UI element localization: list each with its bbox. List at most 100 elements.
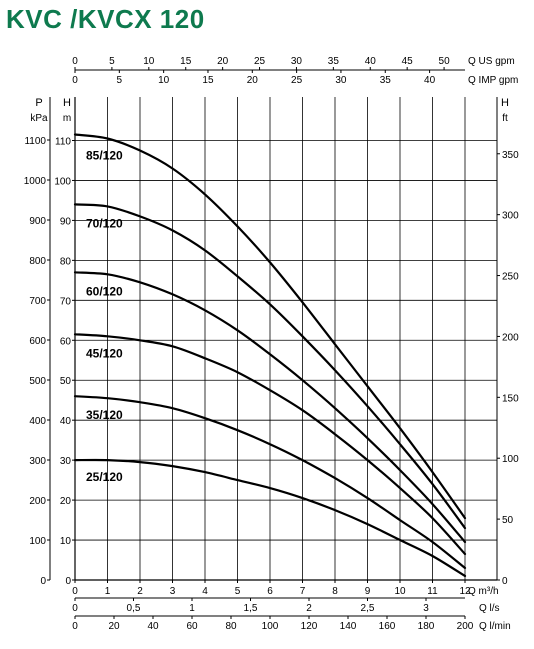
x-tick-label-usgpm: 35 [328,56,340,67]
y-tick-label-ft: 350 [502,150,519,161]
x-tick-label-usgpm: 30 [291,56,303,67]
x-tick-label-usgpm: 10 [143,56,155,67]
y-tick-label-kpa: 500 [29,376,46,387]
x-tick-label-impgpm: 40 [424,75,436,86]
series-label: 45/120 [86,346,123,360]
m-axis-title: H [63,97,71,109]
x-tick-label-usgpm: 40 [365,56,377,67]
x-tick-label-lmin: 160 [379,621,396,632]
y-tick-label-ft: 0 [502,576,508,587]
x-tick-label-ls: 2,5 [361,603,375,614]
x-tick-label-lmin: 200 [457,621,474,632]
x-tick-label-lmin: 0 [72,621,78,632]
x-tick-label-m3h: 0 [72,586,78,597]
y-tick-label-m: 40 [60,416,72,427]
y-tick-label-kpa: 400 [29,416,46,427]
x-tick-label-impgpm: 0 [72,75,78,86]
x-tick-label-m3h: 12 [459,586,471,597]
x-tick-label-usgpm: 25 [254,56,266,67]
page-title: KVC /KVCX 120 [6,4,205,34]
series-label: 35/120 [86,408,123,422]
m-axis-unit: m [63,113,71,124]
y-tick-label-kpa: 600 [29,336,46,347]
y-tick-label-kpa: 700 [29,296,46,307]
x-tick-label-impgpm: 25 [291,75,303,86]
x-axis-title-impgpm: Q IMP gpm [468,75,518,86]
y-tick-label-kpa: 1000 [24,176,47,187]
x-tick-label-usgpm: 45 [402,56,414,67]
x-tick-label-lmin: 20 [108,621,120,632]
pump-curve-line [73,395,467,570]
y-tick-label-kpa: 100 [29,536,46,547]
x-tick-label-lmin: 100 [262,621,279,632]
y-tick-label-kpa: 200 [29,496,46,507]
y-tick-label-m: 70 [60,296,72,307]
x-tick-label-impgpm: 5 [117,75,123,86]
y-tick-label-ft: 50 [502,515,514,526]
y-tick-label-m: 80 [60,256,72,267]
y-tick-label-m: 30 [60,456,72,467]
pump-curve-line [73,271,467,544]
x-tick-label-lmin: 40 [147,621,159,632]
x-tick-label-m3h: 7 [300,586,306,597]
x-tick-label-usgpm: 20 [217,56,229,67]
x-axis-title-ls: Q l/s [479,603,500,614]
x-tick-label-m3h: 3 [170,586,176,597]
x-tick-label-ls: 1 [189,603,195,614]
y-tick-label-m: 10 [60,536,72,547]
x-tick-label-ls: 1,5 [244,603,258,614]
y-tick-label-ft: 150 [502,393,519,404]
y-tick-label-m: 50 [60,376,72,387]
x-tick-label-m3h: 1 [105,586,111,597]
y-tick-label-ft: 250 [502,272,519,283]
series-label: 70/120 [86,216,123,230]
pump-curve-line [73,458,467,578]
x-tick-label-usgpm: 0 [72,56,78,67]
y-tick-label-m: 0 [65,576,71,587]
x-tick-label-lmin: 180 [418,621,435,632]
x-tick-label-impgpm: 35 [380,75,392,86]
x-tick-label-impgpm: 15 [202,75,214,86]
x-tick-label-m3h: 5 [235,586,241,597]
x-tick-label-usgpm: 5 [109,56,115,67]
y-tick-label-m: 110 [55,137,71,148]
y-tick-label-kpa: 800 [29,256,46,267]
y-tick-label-ft: 300 [502,211,519,222]
x-tick-label-m3h: 4 [202,586,208,597]
y-tick-label-m: 60 [60,336,72,347]
kpa-axis-title: P [35,97,42,109]
x-tick-label-ls: 2 [306,603,312,614]
x-axis-title-usgpm: Q US gpm [468,56,515,67]
x-tick-label-lmin: 140 [340,621,357,632]
y-tick-label-ft: 200 [502,332,519,343]
x-axis-title-lmin: Q l/min [479,621,511,632]
x-tick-label-ls: 0,5 [127,603,141,614]
y-tick-label-kpa: 1100 [24,136,46,147]
x-tick-label-usgpm: 15 [180,56,192,67]
x-tick-label-impgpm: 10 [158,75,170,86]
ft-axis-title: H [501,97,509,109]
x-axis-title-m3h: Q m³/h [468,586,499,597]
x-tick-label-impgpm: 20 [247,75,259,86]
x-tick-label-ls: 3 [423,603,429,614]
series-label: 60/120 [86,284,123,298]
x-tick-label-m3h: 6 [267,586,273,597]
x-tick-label-lmin: 60 [186,621,198,632]
x-tick-label-lmin: 120 [301,621,318,632]
x-tick-label-lmin: 80 [225,621,237,632]
y-tick-label-m: 100 [54,176,71,187]
x-tick-label-m3h: 10 [394,586,406,597]
pump-curve-line [73,333,467,556]
pump-curve-line [73,203,467,530]
x-tick-label-impgpm: 30 [335,75,347,86]
series-label: 25/120 [86,470,123,484]
x-tick-label-usgpm: 50 [439,56,451,67]
y-tick-label-kpa: 900 [29,216,46,227]
x-tick-label-m3h: 11 [427,586,438,597]
pump-curve-line [73,133,467,520]
y-tick-label-m: 20 [60,496,72,507]
y-tick-label-ft: 100 [502,454,519,465]
x-tick-label-ls: 0 [72,603,78,614]
y-tick-label-kpa: 300 [29,456,46,467]
